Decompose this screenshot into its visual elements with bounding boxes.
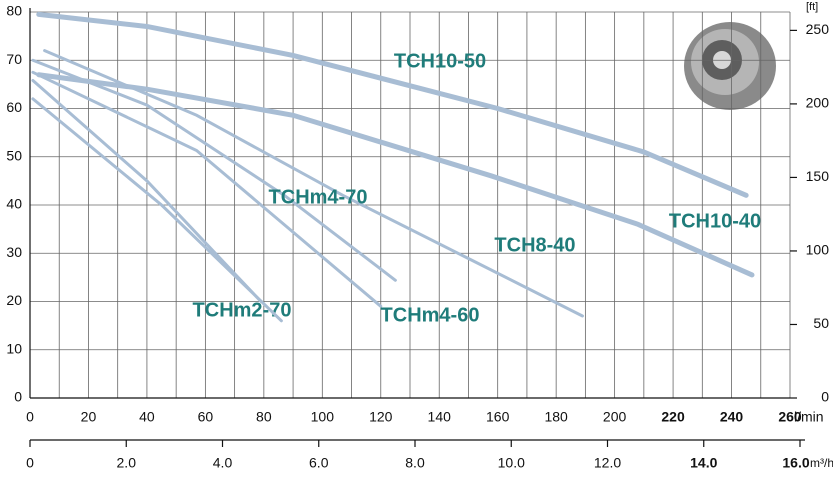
y2-tick-label: 0 [821, 389, 829, 405]
curve-label: TCH10-40 [669, 210, 761, 232]
x2-tick-label: 4.0 [213, 455, 233, 471]
curve-label: TCH8-40 [494, 234, 575, 256]
y-tick-label: 50 [6, 147, 22, 163]
x2-tick-label: 0 [26, 455, 34, 471]
x-tick-label: 160 [486, 409, 510, 425]
y-tick-label: 30 [6, 244, 22, 260]
y-tick-label: 20 [6, 292, 22, 308]
x2-tick-label: 16.0 [782, 455, 809, 471]
y-tick-label: 0 [14, 389, 22, 405]
y2-tick-label: 50 [813, 315, 829, 331]
x-unit: l/min [794, 409, 824, 425]
y-tick-label: 10 [6, 340, 22, 356]
x-tick-label: 40 [139, 409, 155, 425]
y2-unit: [ft] [806, 1, 818, 13]
x2-unit: m³/h [810, 456, 833, 470]
y2-tick-label: 250 [806, 21, 830, 37]
y2-tick-label: 150 [806, 168, 830, 184]
pump-photo [684, 22, 776, 110]
x2-tick-label: 6.0 [309, 455, 329, 471]
x2-tick-label: 12.0 [594, 455, 621, 471]
y-tick-label: 40 [6, 196, 22, 212]
y-tick-label: 80 [6, 3, 22, 19]
x-tick-label: 20 [81, 409, 97, 425]
x-tick-label: 220 [661, 409, 685, 425]
y-tick-label: 60 [6, 99, 22, 115]
curve [31, 79, 263, 303]
curve [31, 58, 397, 282]
x-tick-label: 120 [369, 409, 393, 425]
curve-label: TCHm4-60 [381, 304, 480, 326]
curve [36, 11, 749, 198]
y-tick-label: 70 [6, 51, 22, 67]
x-tick-label: 140 [428, 409, 452, 425]
y2-tick-label: 200 [806, 95, 830, 111]
y2-tick-label: 100 [806, 242, 830, 258]
x-tick-label: 100 [311, 409, 335, 425]
curve [31, 70, 383, 308]
x2-tick-label: 14.0 [690, 455, 717, 471]
x-tick-label: 180 [544, 409, 568, 425]
curve-label: TCH10-50 [394, 50, 486, 72]
x-tick-label: 200 [603, 409, 627, 425]
x-tick-label: 80 [256, 409, 272, 425]
x-tick-label: 240 [720, 409, 744, 425]
x-tick-label: 260 [778, 409, 802, 425]
curve [43, 49, 584, 318]
x-tick-label: 0 [26, 409, 34, 425]
x2-tick-label: 10.0 [498, 455, 525, 471]
x2-tick-label: 8.0 [405, 455, 425, 471]
x-tick-label: 60 [198, 409, 214, 425]
curve-label: TCHm4-70 [269, 186, 368, 208]
x2-tick-label: 2.0 [117, 455, 137, 471]
curve [31, 97, 283, 323]
